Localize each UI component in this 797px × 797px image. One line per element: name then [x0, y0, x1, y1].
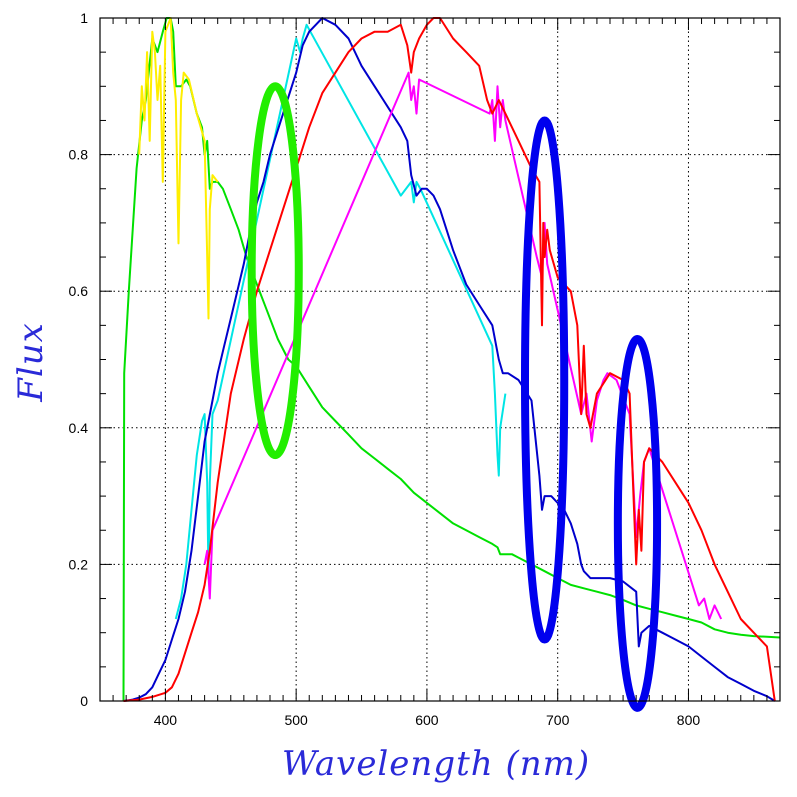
annotation-ellipse-2 [521, 116, 569, 644]
y-tick-label: 0.6 [69, 283, 89, 299]
y-tick-label: 0.2 [69, 556, 89, 572]
y-tick-label: 0.8 [69, 147, 89, 163]
x-tick-label: 500 [284, 712, 308, 728]
series-line-4 [123, 17, 776, 702]
plot-frame [99, 17, 781, 702]
y-axis-title: Flux [11, 322, 51, 403]
series-group [122, 17, 781, 702]
annotation-ellipses [247, 82, 662, 712]
annotation-ellipse-3 [613, 335, 662, 712]
y-tick-label: 0 [80, 693, 88, 709]
series-line-1 [122, 17, 781, 702]
y-tick-label: 0.4 [69, 420, 89, 436]
axis-ticks [99, 17, 781, 702]
series-line-6 [123, 17, 776, 702]
annotation-ellipse-1 [247, 82, 303, 460]
grid-lines [100, 18, 780, 701]
y-tick-label: 1 [80, 10, 88, 26]
x-tick-label: 400 [154, 712, 178, 728]
series-line-2 [138, 17, 219, 320]
x-tick-label: 600 [415, 712, 439, 728]
tick-labels: 400 500 600 700 800 0 0.2 0.4 0.6 0.8 1 [69, 10, 701, 728]
x-tick-label: 700 [546, 712, 570, 728]
x-axis-title: Wavelength (nm) [282, 744, 590, 784]
series-line-3 [174, 23, 507, 620]
x-tick-label: 800 [677, 712, 701, 728]
